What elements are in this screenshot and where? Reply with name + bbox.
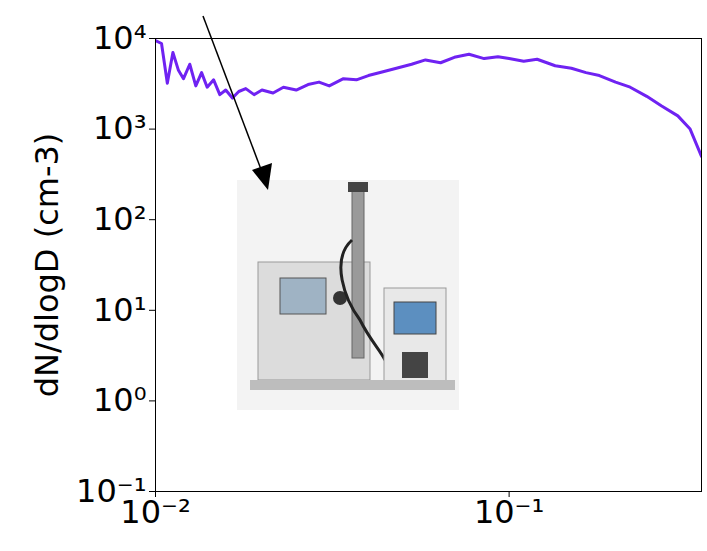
svg-text:10¹: 10¹ (93, 291, 147, 329)
svg-text:dN/dlogD (cm-3): dN/dlogD (cm-3) (28, 133, 66, 398)
svg-text:10⁴: 10⁴ (93, 19, 147, 57)
svg-text:10⁻¹: 10⁻¹ (474, 493, 544, 531)
svg-text:10³: 10³ (93, 109, 147, 147)
svg-text:10⁰: 10⁰ (93, 381, 147, 419)
svg-text:10²: 10² (93, 200, 147, 238)
svg-text:10⁻²: 10⁻² (120, 493, 190, 531)
svg-text:10⁻¹: 10⁻¹ (76, 471, 147, 510)
